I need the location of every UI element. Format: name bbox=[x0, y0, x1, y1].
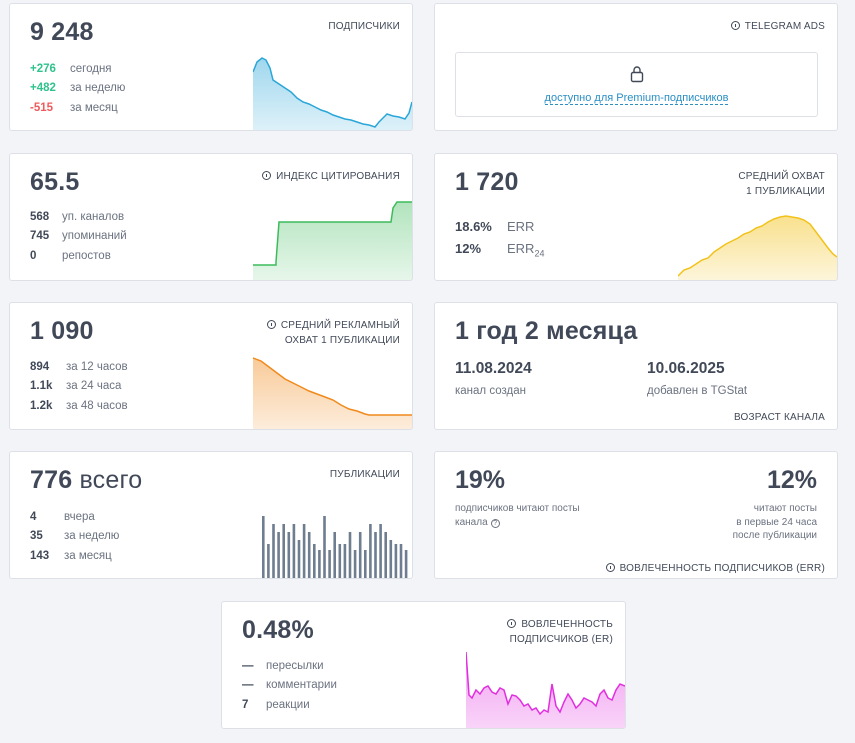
citation-label: ИНДЕКС ЦИТИРОВАНИЯ bbox=[262, 169, 400, 184]
err-left-value: 19% bbox=[455, 466, 506, 494]
telegram-ads-card: TELEGRAM ADS доступно для Premium-подпис… bbox=[434, 3, 838, 131]
stat-row: 0 репостов bbox=[30, 249, 111, 262]
stat-row: 4 вчера bbox=[30, 510, 95, 523]
average-reach-card[interactable]: 1 720 СРЕДНИЙ ОХВАТ 1 ПУБЛИКАЦИИ 18.6% ERR… bbox=[434, 153, 838, 281]
ads-label: TELEGRAM ADS bbox=[730, 19, 825, 34]
engagement-er-card[interactable]: 0.48% ВОВЛЕЧЕННОСТЬ ПОДПИСЧИКОВ (ER) — пер… bbox=[221, 601, 626, 729]
info-icon bbox=[507, 619, 517, 628]
publication-bar bbox=[404, 550, 408, 578]
stat-row: +276 сегодня bbox=[30, 62, 112, 75]
stat-row: 568 уп. каналов bbox=[30, 210, 125, 223]
subscribers-sparkline[interactable] bbox=[253, 54, 412, 130]
publication-bar bbox=[277, 532, 280, 578]
ad-reach-label: СРЕДНИЙ РЕКЛАМНЫЙ ОХВАТ 1 ПУБЛИКАЦИИ bbox=[266, 318, 400, 348]
citation-stats: 568 уп. каналов 745 упоминаний 0 репостов bbox=[30, 207, 127, 266]
premium-link[interactable]: доступно для Premium-подписчиков bbox=[544, 92, 729, 105]
publication-bar bbox=[333, 532, 336, 578]
er-sparkline[interactable] bbox=[466, 650, 625, 728]
err-right-value: 12% bbox=[766, 466, 817, 494]
engagement-err-card: 19% подписчиков читают посты канала? 12%… bbox=[434, 451, 838, 579]
stat-row: 143 за месяц bbox=[30, 549, 112, 562]
average-reach-label: СРЕДНИЙ ОХВАТ 1 ПУБЛИКАЦИИ bbox=[738, 171, 825, 197]
publications-card[interactable]: 776 всего ПУБЛИКАЦИИ 4 вчера 35 за неделю … bbox=[9, 451, 413, 579]
created-date: 11.08.2024 bbox=[455, 360, 532, 377]
publication-bar bbox=[328, 550, 331, 578]
subscribers-stats: +276 сегодня +482 за неделю -515 за месяц bbox=[30, 59, 125, 118]
publication-bar bbox=[338, 544, 342, 578]
stat-row: — комментарии bbox=[242, 679, 337, 692]
publications-total: 776 всего bbox=[30, 466, 143, 494]
publications-label: ПУБЛИКАЦИИ bbox=[329, 469, 400, 480]
publication-bar bbox=[307, 532, 311, 578]
question-icon[interactable]: ? bbox=[490, 518, 500, 528]
publication-bar bbox=[267, 544, 270, 578]
publication-bar bbox=[394, 544, 398, 578]
publication-bar bbox=[399, 544, 403, 578]
average-reach-value: 1 720 bbox=[455, 168, 519, 196]
citation-index: 65.5 bbox=[30, 168, 80, 196]
publication-bar bbox=[343, 544, 347, 578]
publication-bar bbox=[302, 524, 306, 578]
ad-reach-sparkline[interactable] bbox=[253, 353, 412, 429]
err-right-text: читают посты в первые 24 часа после публ… bbox=[732, 503, 817, 541]
publications-bar-chart[interactable] bbox=[260, 512, 410, 578]
added-date: 10.06.2025 bbox=[647, 360, 725, 377]
ad-reach-value: 1 090 bbox=[30, 317, 94, 345]
er-stats: — пересылки — комментарии 7 реакции bbox=[242, 656, 337, 715]
publication-bar bbox=[282, 524, 285, 578]
stat-row: +482 за неделю bbox=[30, 82, 126, 95]
stat-row: 894 за 12 часов bbox=[30, 360, 128, 373]
publication-bar bbox=[369, 524, 372, 578]
publication-bar bbox=[323, 516, 326, 578]
subscribers-label: ПОДПИСЧИКИ bbox=[328, 21, 400, 32]
info-icon bbox=[730, 21, 740, 30]
publication-bar bbox=[287, 532, 291, 578]
info-icon bbox=[262, 171, 272, 180]
channel-age-value: 1 год 2 месяца bbox=[455, 317, 638, 345]
info-icon bbox=[605, 563, 615, 572]
publication-bar bbox=[313, 544, 316, 578]
subscribers-card[interactable]: 9 248 ПОДПИСЧИКИ +276 сегодня +482 за неде… bbox=[9, 3, 413, 131]
err24-row: 12% ERR24 bbox=[455, 241, 545, 259]
publication-bar bbox=[353, 550, 357, 578]
stat-row: — пересылки bbox=[242, 659, 324, 672]
citation-card[interactable]: 65.5 ИНДЕКС ЦИТИРОВАНИЯ 568 уп. каналов 7… bbox=[9, 153, 413, 281]
publication-bar bbox=[389, 540, 393, 578]
publication-bar bbox=[379, 524, 382, 578]
added-label: добавлен в TGStat bbox=[647, 385, 748, 397]
publication-bar bbox=[272, 524, 275, 578]
stat-row: -515 за месяц bbox=[30, 101, 118, 114]
premium-lock-box[interactable]: доступно для Premium-подписчиков bbox=[455, 52, 818, 117]
subscribers-count: 9 248 bbox=[30, 18, 94, 46]
stat-row: 35 за неделю bbox=[30, 530, 120, 543]
stat-row: 7 реакции bbox=[242, 698, 310, 711]
publication-bar bbox=[384, 532, 387, 578]
ad-reach-card[interactable]: 1 090 СРЕДНИЙ РЕКЛАМНЫЙ ОХВАТ 1 ПУБЛИКАЦИ… bbox=[9, 302, 413, 430]
err-left-text: подписчиков читают посты канала? bbox=[455, 503, 580, 528]
publication-bar bbox=[297, 540, 301, 578]
stat-row: 1.1k за 24 часа bbox=[30, 380, 122, 393]
publication-bar bbox=[262, 516, 265, 578]
publication-bar bbox=[374, 532, 377, 578]
er-value: 0.48% bbox=[242, 616, 314, 644]
publication-bar bbox=[348, 532, 352, 578]
lock-icon bbox=[629, 65, 645, 83]
citation-sparkline[interactable] bbox=[253, 194, 412, 280]
stat-row: 745 упоминаний bbox=[30, 230, 127, 243]
reach-sparkline[interactable] bbox=[678, 204, 837, 280]
er-label: ВОВЛЕЧЕННОСТЬ ПОДПИСЧИКОВ (ER) bbox=[507, 617, 613, 647]
publication-bar bbox=[292, 524, 296, 578]
err-row: 18.6% ERR bbox=[455, 219, 535, 234]
stat-row: 1.2k за 48 часов bbox=[30, 399, 128, 412]
publication-bar bbox=[318, 550, 321, 578]
created-label: канал создан bbox=[455, 385, 526, 397]
publication-bar bbox=[358, 532, 362, 578]
publication-bar bbox=[364, 550, 367, 578]
ad-reach-stats: 894 за 12 часов 1.1k за 24 часа 1.2k за 48 … bbox=[30, 357, 128, 416]
engagement-err-label: ВОВЛЕЧЕННОСТЬ ПОДПИСЧИКОВ (ERR) bbox=[605, 561, 825, 576]
channel-age-card: 1 год 2 месяца 11.08.2024 канал создан 1… bbox=[434, 302, 838, 430]
publications-stats: 4 вчера 35 за неделю 143 за месяц bbox=[30, 507, 119, 566]
channel-age-label: ВОЗРАСТ КАНАЛА bbox=[733, 412, 825, 423]
info-icon bbox=[266, 320, 276, 329]
